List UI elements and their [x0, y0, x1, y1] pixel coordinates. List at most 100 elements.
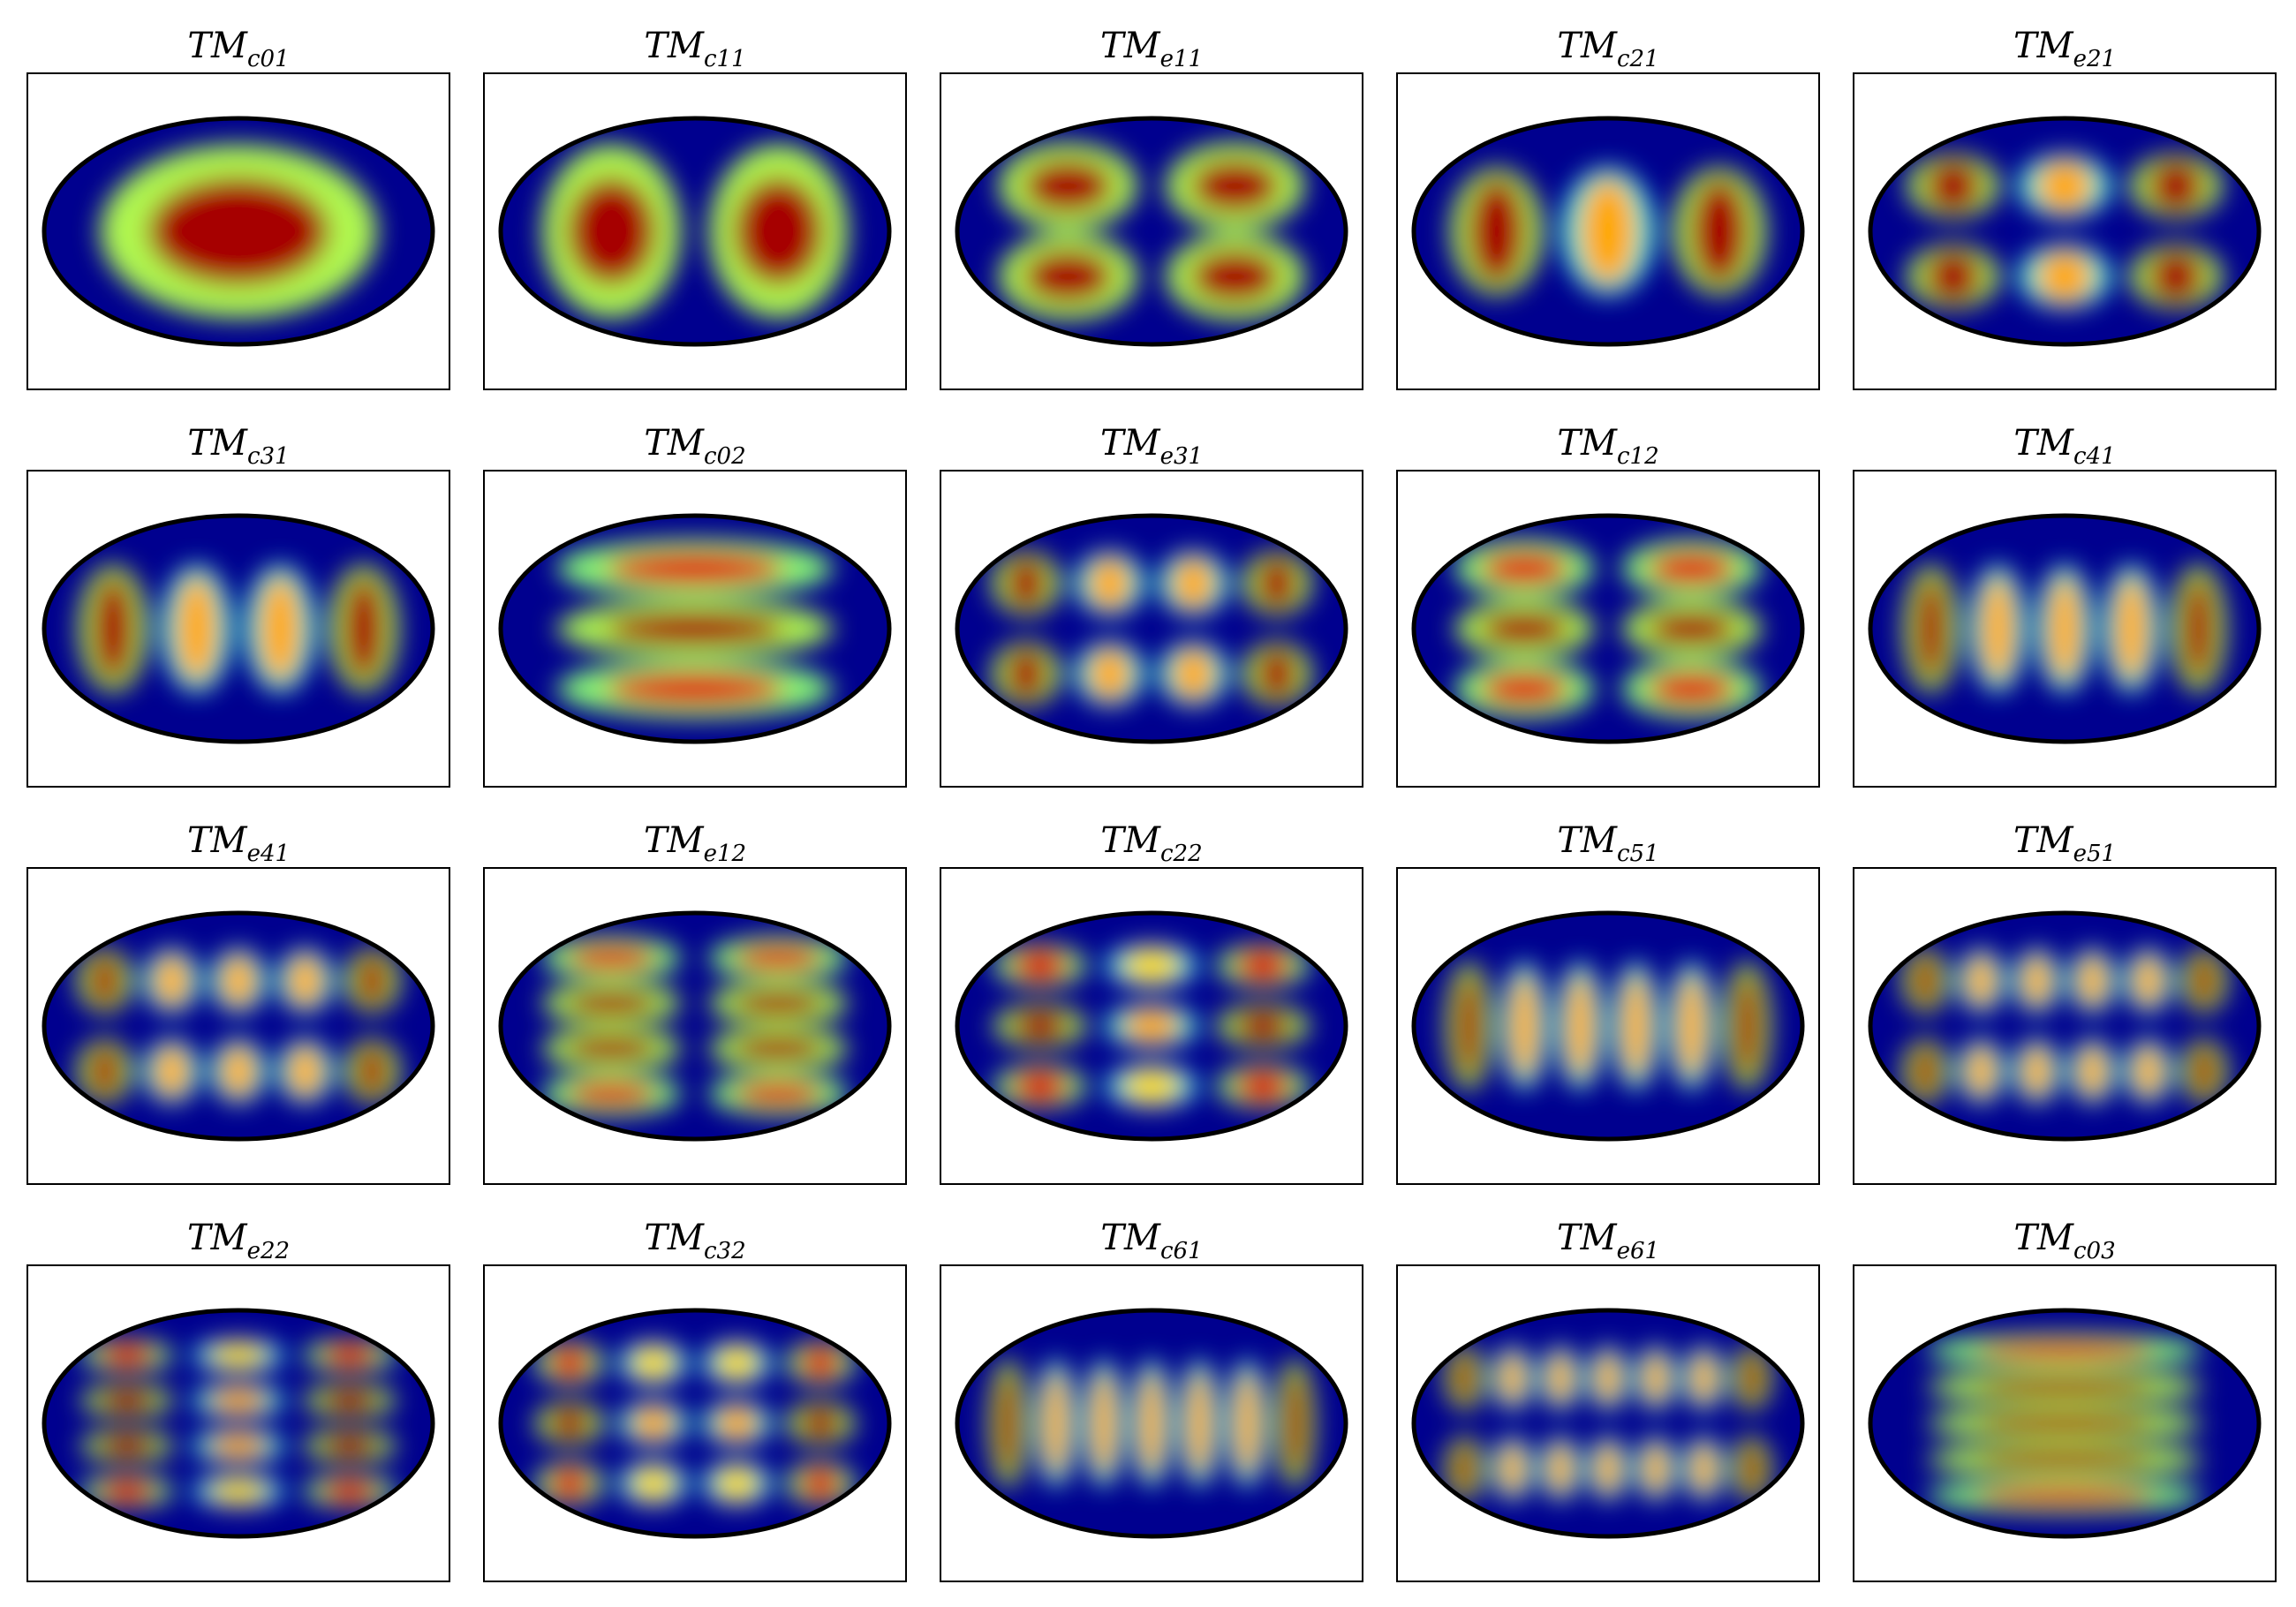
- lobe-core: [353, 954, 390, 1008]
- mode-panel: TMe12: [483, 795, 907, 1185]
- mode-title-main: TM: [2013, 820, 2073, 861]
- mode-title: TMc22: [940, 816, 1363, 867]
- lobe-core: [2046, 574, 2083, 683]
- field-intensity-lobes: [541, 936, 849, 1116]
- field-intensity-lobes: [1902, 948, 2227, 1104]
- lobe-core: [320, 1477, 381, 1505]
- field-intensity-lobes: [993, 944, 1310, 1108]
- mode-field-plot: [498, 910, 892, 1142]
- lobe-core: [566, 944, 657, 972]
- lobe-core: [1646, 610, 1737, 647]
- mode-title: TMe51: [1853, 816, 2277, 867]
- lobe-core: [566, 1080, 657, 1108]
- lobe-core: [797, 1465, 843, 1502]
- lobe-core: [1509, 971, 1540, 1081]
- field-intensity-lobes: [1907, 154, 2223, 309]
- lobe-core: [1732, 971, 1763, 1081]
- field-intensity-lobes: [1445, 1346, 1771, 1501]
- lobe-core: [1233, 1007, 1294, 1045]
- lobe-core: [1595, 1351, 1621, 1406]
- mode-title: TMc11: [483, 21, 907, 72]
- mode-field-plot: [42, 513, 435, 744]
- mode-plot-frame: [26, 470, 450, 788]
- mode-plot-frame: [940, 72, 1363, 390]
- lobe-core: [2077, 954, 2108, 1008]
- lobe-core: [1121, 1068, 1182, 1105]
- lobe-core: [1121, 1007, 1182, 1045]
- lobe-core: [1466, 177, 1527, 286]
- lobe-core: [733, 990, 824, 1017]
- mode-title-subscript: c03: [2073, 1238, 2116, 1264]
- lobe-core: [1233, 947, 1294, 985]
- mode-panel: TMc61: [940, 1192, 1363, 1582]
- lobe-core: [90, 574, 136, 683]
- lobe-core: [1121, 947, 1182, 985]
- lobe-core: [96, 1341, 157, 1369]
- mode-plot-frame: [1396, 867, 1820, 1185]
- lobe-core: [1689, 177, 1750, 286]
- lobe-core: [1452, 1441, 1478, 1496]
- mode-title-subscript: c41: [2073, 443, 2116, 470]
- mode-field-plot: [498, 513, 892, 744]
- mode-title-main: TM: [644, 26, 704, 66]
- mode-plot-frame: [1396, 1264, 1820, 1582]
- mode-plot-frame: [1853, 72, 2277, 390]
- mode-plot-frame: [483, 470, 907, 788]
- lobe-core: [1454, 971, 1484, 1081]
- lobe-core: [1479, 670, 1570, 707]
- mode-panel: TMe11: [940, 0, 1363, 390]
- mode-title-main: TM: [1099, 26, 1160, 66]
- lobe-core: [1479, 610, 1570, 647]
- mode-title: TMe12: [483, 816, 907, 867]
- mode-plot-frame: [940, 470, 1363, 788]
- lobe-core: [2188, 1044, 2219, 1098]
- lobe-core: [153, 954, 190, 1008]
- ellipse-boundary: [1411, 513, 1805, 744]
- lobe-core: [320, 1341, 381, 1369]
- lobe-core: [995, 1369, 1022, 1478]
- lobe-core: [1281, 1369, 1308, 1478]
- lobe-core: [1170, 556, 1216, 611]
- ellipse-boundary: [498, 116, 892, 347]
- lobe-core: [631, 1405, 676, 1442]
- mode-title: TMe22: [26, 1213, 450, 1264]
- mode-panel: TMc12: [1396, 397, 1820, 788]
- mode-field-plot: [1868, 513, 2262, 744]
- mode-field-plot: [1868, 910, 2262, 1142]
- lobe-core: [208, 1387, 269, 1415]
- lobe-core: [1974, 1484, 2156, 1507]
- mode-panel: TMc02: [483, 397, 907, 788]
- mode-title-main: TM: [187, 423, 247, 464]
- lobe-core: [631, 1465, 676, 1502]
- ellipse-boundary: [498, 910, 892, 1142]
- lobe-core: [1646, 670, 1737, 707]
- lobe-core: [1254, 556, 1300, 611]
- mode-title-subscript: c51: [1616, 841, 1659, 867]
- lobe-core: [2146, 159, 2207, 214]
- mode-title-subscript: c31: [246, 443, 290, 470]
- lobe-core: [353, 1044, 390, 1098]
- lobe-core: [96, 1477, 157, 1505]
- lobe-core: [1190, 249, 1280, 304]
- mode-panel: TMe22: [26, 1192, 450, 1582]
- lobe-core: [2146, 249, 2207, 304]
- lobe-core: [1138, 1369, 1165, 1478]
- mode-title-subscript: e51: [2073, 841, 2117, 867]
- lobe-core: [1595, 1441, 1621, 1496]
- lobe-core: [208, 1432, 269, 1460]
- ellipse-boundary: [1868, 1308, 2262, 1539]
- mode-title: TMc02: [483, 419, 907, 470]
- mode-title-subscript: c22: [1159, 841, 1203, 867]
- ellipse-boundary: [1868, 910, 2262, 1142]
- lobe-core: [547, 1465, 593, 1502]
- mode-panel: TMc22: [940, 795, 1363, 1185]
- lobe-core: [1565, 971, 1596, 1081]
- mode-title-subscript: e21: [2073, 46, 2117, 72]
- lobe-core: [1643, 1351, 1669, 1406]
- field-intensity-lobes: [998, 142, 1305, 321]
- lobe-core: [341, 574, 387, 683]
- mode-title-main: TM: [644, 423, 704, 464]
- mode-title-subscript: c01: [246, 46, 290, 72]
- lobe-core: [1186, 1369, 1212, 1478]
- mode-panel: TMe61: [1396, 1192, 1820, 1582]
